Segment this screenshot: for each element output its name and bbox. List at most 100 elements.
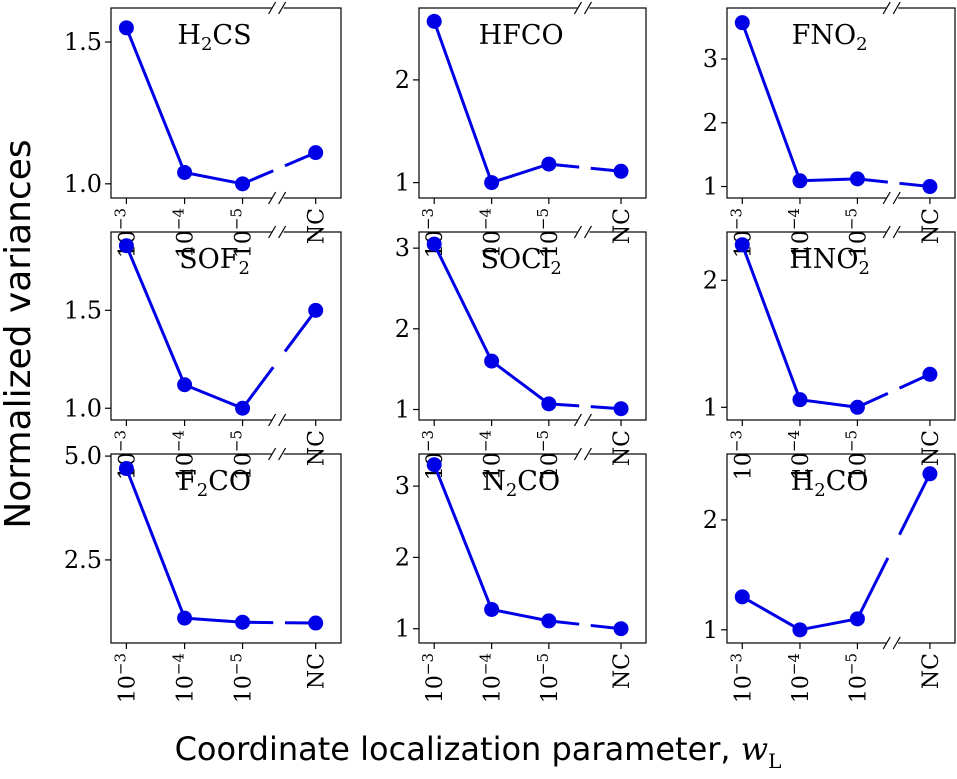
axis-break-gap xyxy=(271,450,284,458)
series-line-segment xyxy=(490,359,550,406)
data-point xyxy=(308,145,324,161)
series-line-segment xyxy=(432,243,493,362)
data-point xyxy=(922,179,938,195)
y-tick-label: 1 xyxy=(703,393,718,421)
x-axis-label: Coordinate localization parameter, wL xyxy=(175,730,782,773)
axis-break-mark xyxy=(278,225,287,239)
x-tick-label: 10−5 xyxy=(842,208,871,258)
data-point xyxy=(308,615,324,631)
data-point xyxy=(734,589,750,605)
series-line-segment xyxy=(740,244,802,401)
axis-break-mark xyxy=(573,413,582,427)
x-tick-label: 10−5 xyxy=(534,430,563,480)
axes-frame xyxy=(110,7,342,199)
data-point xyxy=(235,400,251,416)
data-point xyxy=(922,366,938,382)
axis-break-mark xyxy=(892,225,901,239)
x-tick-label: 10−5 xyxy=(842,653,871,703)
panel-title: H2CS xyxy=(177,20,251,55)
axis-break-gap xyxy=(271,194,284,202)
axis-break-gap xyxy=(886,4,899,12)
y-tick-label: 5.0 xyxy=(64,442,102,470)
panel-9: 1 2 10−3 10−4 10−5 NC H2CO xyxy=(703,453,956,703)
axis-break-mark xyxy=(573,225,582,239)
x-tick-label: NC xyxy=(610,653,635,689)
data-point xyxy=(613,401,629,417)
data-point xyxy=(484,353,500,369)
x-tick-label: 10−3 xyxy=(727,653,756,703)
x-tick-label: NC xyxy=(305,208,330,244)
x-tick-label: 10−5 xyxy=(842,430,871,480)
data-point xyxy=(426,13,442,29)
axis-break-mark xyxy=(268,447,277,461)
axis-break-mark xyxy=(882,636,891,650)
axis-break-gap xyxy=(577,416,590,424)
data-point xyxy=(118,20,134,36)
x-tick-label: NC xyxy=(919,653,944,689)
series-line-segment xyxy=(491,608,550,623)
series-line-segment xyxy=(856,557,890,620)
data-point xyxy=(308,302,324,318)
axes-frame xyxy=(726,453,956,644)
data-point xyxy=(426,236,442,252)
data-point xyxy=(849,171,865,187)
axes-frame xyxy=(418,453,647,644)
series-line-segment xyxy=(125,467,186,619)
data-point xyxy=(118,461,134,477)
x-tick-label: 10−4 xyxy=(170,430,199,480)
axes-frame xyxy=(110,231,342,421)
data-point xyxy=(177,164,193,180)
series-line-segment xyxy=(432,20,494,184)
x-tick-label: NC xyxy=(919,208,944,244)
x-tick-label: NC xyxy=(305,430,330,466)
panel-title: SOCl2 xyxy=(480,244,561,279)
data-point xyxy=(177,377,193,393)
y-tick-label: 3 xyxy=(395,234,410,262)
axes-frame xyxy=(110,453,342,644)
data-point xyxy=(118,238,134,254)
y-tick-label: 3 xyxy=(395,472,410,500)
panel-title: HFCO xyxy=(479,20,564,51)
y-tick-label: 2 xyxy=(395,543,410,571)
axis-break-gap xyxy=(886,194,899,202)
x-tick-label: 10−4 xyxy=(785,653,814,703)
y-tick-label: 1 xyxy=(395,169,410,197)
series-line-segment xyxy=(432,464,494,611)
panel-title: HNO2 xyxy=(789,244,870,279)
x-axis-label-sub: L xyxy=(768,749,781,773)
axes-frame xyxy=(418,231,647,421)
y-tick-label: 2 xyxy=(703,506,718,534)
axes-frame xyxy=(726,7,956,199)
data-point xyxy=(792,392,808,408)
axis-break-mark xyxy=(268,225,277,239)
panels-container: 1.0 1.5 10−3 10−4 10−5 NC H2CS 1 2 10−3 10−4 10−5 NC… xyxy=(64,1,956,703)
series-line-segment xyxy=(184,383,244,410)
x-tick-label: NC xyxy=(610,430,635,466)
panel-title: F2CO xyxy=(178,466,251,501)
data-point xyxy=(922,466,938,482)
x-tick-label: 10−5 xyxy=(228,208,257,258)
axis-break-mark xyxy=(882,225,891,239)
axis-break-mark xyxy=(583,1,592,15)
axis-break-mark xyxy=(573,447,582,461)
data-point xyxy=(541,613,557,629)
x-axis-label-text: Coordinate localization parameter, xyxy=(175,730,731,768)
data-point xyxy=(177,610,193,626)
axis-break-mark xyxy=(583,447,592,461)
data-point xyxy=(426,457,442,473)
axis-break-gap xyxy=(886,228,899,236)
axes-frame xyxy=(726,231,956,421)
x-tick-label: 10−5 xyxy=(534,653,563,703)
series-line-segment xyxy=(241,366,275,410)
series-line-segment xyxy=(741,595,801,632)
axis-break-mark xyxy=(268,191,277,205)
y-tick-label: 3 xyxy=(703,45,718,73)
series-line-segment xyxy=(125,245,186,386)
data-point xyxy=(541,396,557,412)
panel-8: 1 2 3 10−3 10−4 10−5 NC N2CO xyxy=(395,447,647,703)
series-line-segment xyxy=(125,27,186,174)
data-point xyxy=(613,163,629,179)
panel-title: H2CO xyxy=(791,466,869,501)
axis-break-gap xyxy=(271,228,284,236)
